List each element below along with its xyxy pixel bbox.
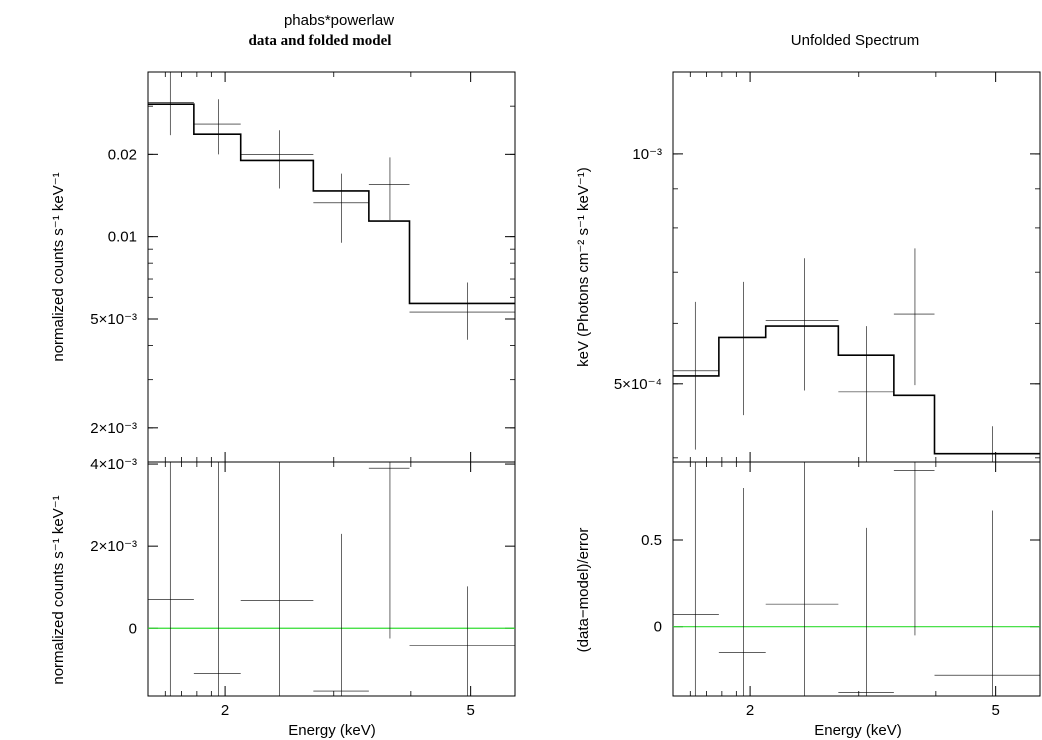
y-tick-label: 4×10⁻³ [90,456,137,473]
plot-panels: 0.02 0.01 5×10⁻³ 2×10⁻³ normalized counts s⁻… [50,71,1041,719]
data-point [718,281,766,416]
panel-unfolded-spectrum-residuals: 2 5 0.5 0 (data−model)/error [575,461,1041,719]
data-point [409,282,515,340]
left-x-axis-label: Energy (keV) [288,722,376,739]
model-step-line [673,325,1040,455]
right-x-axis-label: Energy (keV) [814,722,902,739]
data-point [893,248,935,386]
y-tick-label: 0.01 [108,229,137,246]
model-step-line [148,103,515,305]
data-point [313,533,369,696]
x-tick-label: 5 [991,702,999,719]
data-point [673,462,719,696]
y-tick-label: 5×10⁻⁴ [614,376,662,393]
data-point [368,157,410,221]
data-point [934,510,1040,696]
plot-frame [672,461,1041,697]
y-tick-label: 0.5 [641,532,662,549]
data-point [765,258,839,391]
y-tick-label: 0.02 [108,146,137,163]
y-axis-label: normalized counts s⁻¹ keV⁻¹ [50,495,67,684]
y-tick-label: 10⁻³ [632,146,662,163]
data-point [838,527,894,696]
data-point [368,462,410,639]
data-point [148,462,194,696]
data-point [240,462,314,696]
x-tick-label: 2 [746,702,754,719]
x-tick-label: 5 [466,702,474,719]
y-tick-label: 5×10⁻³ [90,311,137,328]
data-point [838,326,894,462]
data-point [313,173,369,243]
data-point [193,99,241,155]
data-point [765,462,839,696]
panel-data-and-folded-model: 0.02 0.01 5×10⁻³ 2×10⁻³ normalized counts s⁻… [50,71,516,463]
data-point [193,462,241,696]
y-tick-label: 2×10⁻³ [90,420,137,437]
panel-data-and-folded-model-residuals: 2 5 4×10⁻³ 2×10⁻³ 0 normalized counts s⁻¹ keV… [50,456,516,719]
data-point [240,130,314,189]
y-axis-label: keV (Photons cm⁻² s⁻¹ keV⁻¹) [575,167,592,367]
y-tick-label: 0 [129,620,137,637]
y-tick-label: 2×10⁻³ [90,538,137,555]
left-subtitle: data and folded model [249,33,392,49]
plot-frame [147,71,516,463]
y-axis-label: normalized counts s⁻¹ keV⁻¹ [50,172,67,361]
plot-frame [147,461,516,697]
plot-frame [672,71,1041,463]
x-tick-label: 2 [221,702,229,719]
y-axis-label: (data−model)/error [575,528,592,653]
right-title: Unfolded Spectrum [791,32,919,49]
data-point [718,488,766,696]
data-point [934,426,1040,463]
left-title: phabs*powerlaw [284,12,394,29]
data-point [893,462,935,636]
panel-unfolded-spectrum: 10⁻³ 5×10⁻⁴ keV (Photons cm⁻² s⁻¹ keV⁻¹) [575,71,1041,463]
data-point [409,586,515,696]
y-tick-label: 0 [654,619,662,636]
